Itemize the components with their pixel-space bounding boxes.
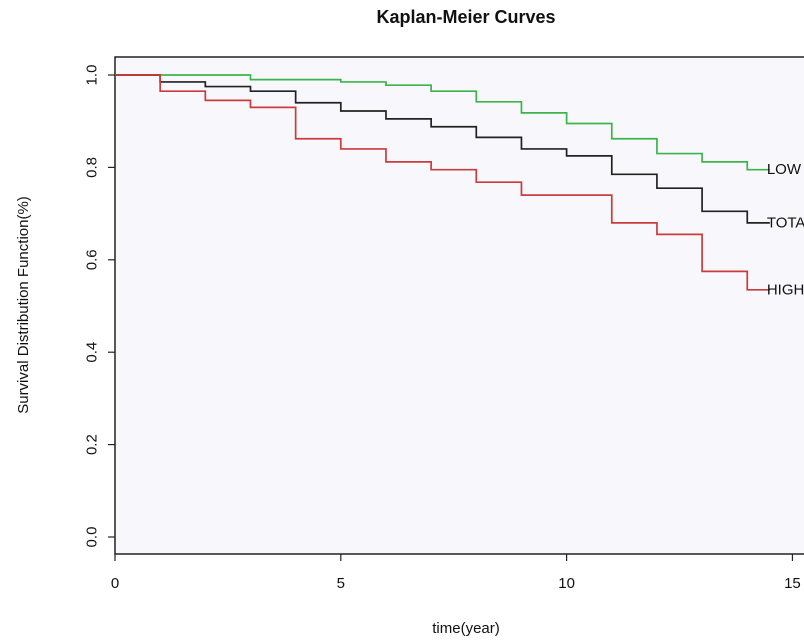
- curve-labels: LOW TOTAL HIGH: [767, 161, 804, 298]
- curve-label-high: HIGH: [767, 281, 804, 298]
- y-axis-label: Survival Distribution Function(%): [15, 196, 32, 414]
- y-tick-label: 0.8: [84, 157, 101, 178]
- y-tick-label: 0.0: [84, 527, 101, 548]
- chart-title: Kaplan-Meier Curves: [376, 7, 555, 27]
- curve-low: [115, 74, 770, 171]
- y-axis: 0.0 0.2 0.4 0.6 0.8 1.0: [84, 65, 115, 548]
- curve-total: [115, 74, 770, 224]
- curve-label-low: LOW: [767, 161, 802, 178]
- x-tick-label: 15: [784, 575, 801, 592]
- y-tick-label: 1.0: [84, 65, 101, 86]
- y-tick-label: 0.4: [84, 342, 101, 363]
- plot-panel: [114, 56, 804, 555]
- curve-high: [115, 74, 770, 291]
- x-tick-label: 10: [558, 575, 575, 592]
- y-tick-label: 0.6: [84, 249, 101, 270]
- x-tick-label: 5: [337, 575, 345, 592]
- x-tick-label: 0: [111, 575, 119, 592]
- x-axis: 0 5 10 15: [111, 554, 801, 592]
- y-tick-label: 0.2: [84, 434, 101, 455]
- x-axis-label: time(year): [432, 620, 500, 637]
- survival-curves: [115, 74, 770, 291]
- curve-label-total: TOTAL: [767, 214, 804, 231]
